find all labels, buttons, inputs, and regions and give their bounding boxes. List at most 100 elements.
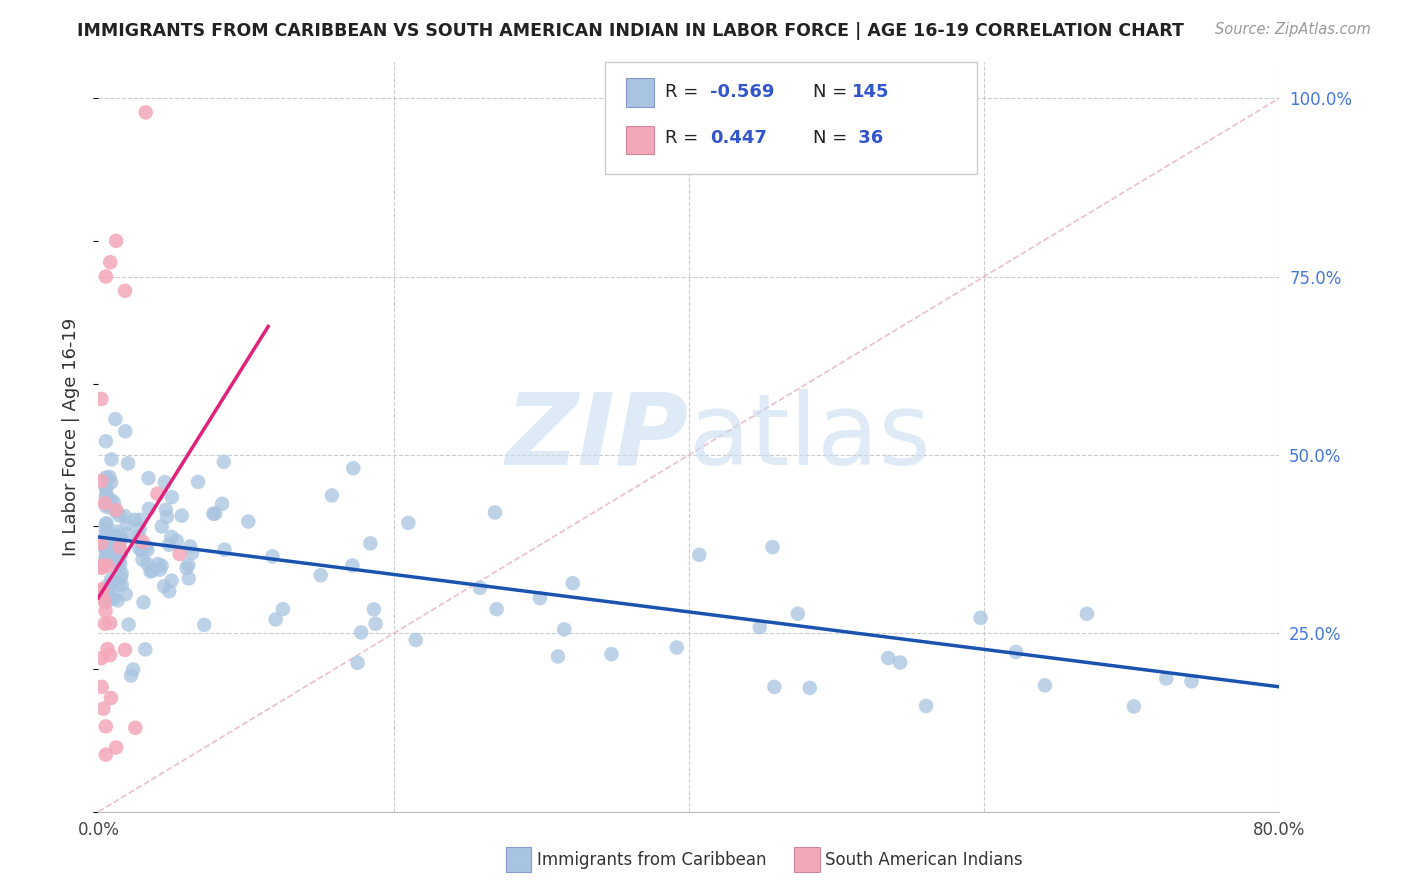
Point: [110, 532, 132, 546]
Point: [104, 528, 127, 542]
Point: [94, 541, 117, 556]
Text: South American Indians: South American Indians: [825, 851, 1024, 869]
Point: [100, 475, 122, 490]
Point: [96, 579, 118, 593]
Point: [105, 505, 128, 519]
Point: [155, 502, 177, 516]
Point: [105, 234, 128, 248]
Point: [105, 552, 128, 566]
Point: [364, 616, 387, 631]
Text: Immigrants from Caribbean: Immigrants from Caribbean: [537, 851, 766, 869]
Point: [96, 482, 118, 496]
Y-axis label: In Labor Force | Age 16-19: In Labor Force | Age 16-19: [62, 318, 80, 557]
Point: [90, 588, 112, 602]
Point: [98, 648, 121, 662]
Point: [105, 740, 128, 755]
Point: [90, 561, 112, 575]
Point: [553, 623, 575, 637]
Point: [114, 509, 136, 524]
Point: [114, 587, 136, 601]
Text: 36: 36: [852, 129, 883, 147]
Point: [90, 582, 112, 597]
Point: [150, 558, 173, 573]
Point: [149, 563, 172, 577]
Point: [179, 540, 201, 554]
Point: [342, 558, 364, 573]
Point: [359, 536, 381, 550]
Point: [136, 543, 159, 558]
Point: [100, 572, 122, 586]
Point: [103, 552, 125, 566]
Point: [204, 507, 226, 521]
Point: [100, 493, 122, 508]
Point: [97, 558, 120, 573]
Point: [153, 579, 176, 593]
Point: [100, 690, 122, 705]
Point: [107, 593, 129, 607]
Point: [122, 663, 145, 677]
Point: [104, 412, 127, 426]
Point: [177, 558, 200, 572]
Point: [1005, 645, 1028, 659]
Point: [202, 507, 225, 521]
Point: [350, 625, 373, 640]
Point: [153, 475, 176, 489]
Point: [94, 604, 117, 618]
Point: [94, 517, 117, 532]
Point: [160, 490, 183, 504]
Point: [485, 602, 508, 616]
Point: [94, 480, 117, 494]
Point: [101, 591, 124, 605]
Text: -0.569: -0.569: [710, 83, 775, 101]
Point: [1180, 674, 1202, 689]
Point: [136, 557, 159, 571]
Point: [108, 541, 131, 555]
Point: [91, 558, 114, 573]
Point: [110, 548, 132, 562]
Point: [94, 538, 117, 552]
Point: [1122, 699, 1144, 714]
Point: [114, 643, 136, 657]
Point: [1033, 678, 1056, 692]
Point: [94, 616, 117, 631]
Point: [94, 551, 117, 566]
Point: [146, 557, 169, 571]
Point: [529, 591, 551, 606]
Point: [214, 542, 236, 557]
Point: [396, 516, 419, 530]
Point: [600, 647, 623, 661]
Point: [156, 509, 179, 524]
Point: [108, 554, 131, 568]
Point: [93, 594, 115, 608]
Text: 145: 145: [852, 83, 890, 101]
Point: [262, 549, 284, 564]
Point: [94, 542, 117, 557]
Point: [96, 642, 118, 657]
Text: ZIP: ZIP: [506, 389, 689, 485]
Point: [157, 584, 180, 599]
Point: [177, 571, 200, 585]
Point: [94, 470, 117, 484]
Point: [271, 602, 294, 616]
Point: [139, 565, 162, 579]
Point: [117, 456, 139, 470]
Point: [1154, 672, 1177, 686]
Point: [763, 680, 786, 694]
Point: [157, 538, 180, 552]
Point: [877, 651, 900, 665]
Point: [100, 547, 122, 561]
Point: [105, 557, 128, 571]
Point: [117, 527, 139, 541]
Point: [100, 577, 122, 591]
Point: [264, 612, 287, 626]
Point: [108, 531, 131, 545]
Point: [110, 570, 132, 584]
Point: [128, 522, 150, 536]
Point: [98, 616, 121, 631]
Point: [238, 515, 260, 529]
Point: [124, 721, 146, 735]
Text: IMMIGRANTS FROM CARIBBEAN VS SOUTH AMERICAN INDIAN IN LABOR FORCE | AGE 16-19 CO: IMMIGRANTS FROM CARIBBEAN VS SOUTH AMERI…: [77, 22, 1184, 40]
Point: [120, 668, 142, 682]
Point: [108, 540, 131, 554]
Text: N =: N =: [813, 129, 852, 147]
